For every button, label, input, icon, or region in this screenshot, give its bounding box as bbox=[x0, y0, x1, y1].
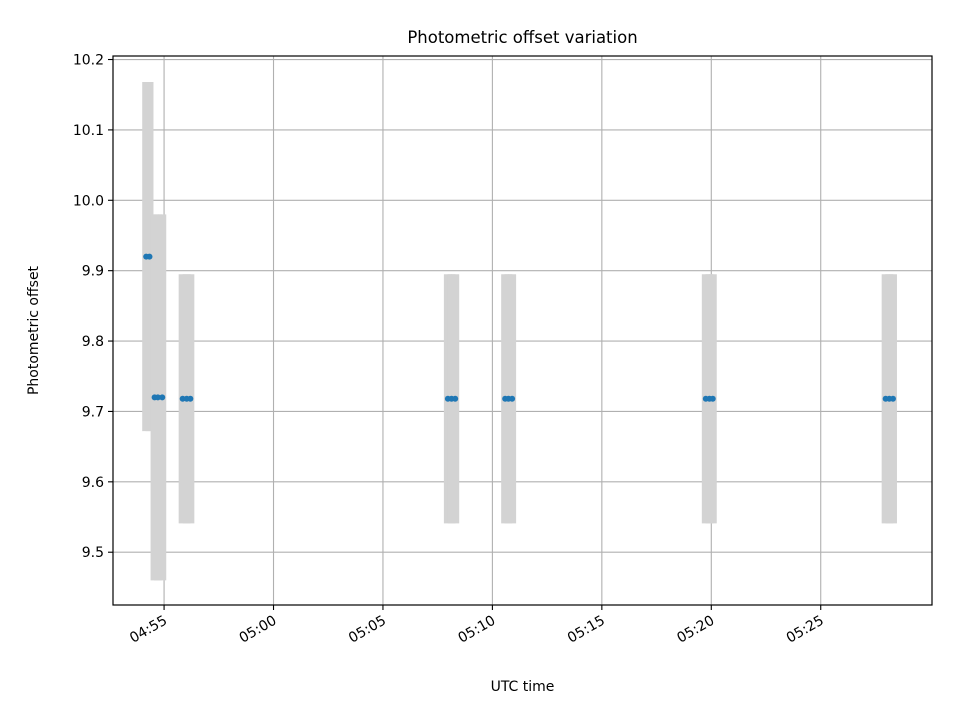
y-tick-label: 9.9 bbox=[82, 264, 104, 280]
y-tick-label: 10.1 bbox=[73, 123, 104, 139]
point-layer bbox=[143, 253, 896, 402]
y-axis-ticks: 9.5 9.6 9.7 9.8 9.9 10.0 10.1 10.2 bbox=[73, 53, 113, 561]
x-axis-label: UTC time bbox=[491, 679, 555, 695]
data-point bbox=[159, 394, 166, 401]
y-tick-label: 10.0 bbox=[73, 193, 104, 209]
grid-layer bbox=[113, 56, 932, 605]
y-tick-label: 9.8 bbox=[82, 334, 104, 350]
data-point bbox=[509, 395, 516, 402]
y-tick-label: 10.2 bbox=[73, 53, 104, 69]
data-point bbox=[709, 395, 716, 402]
y-tick-label: 9.5 bbox=[82, 545, 104, 561]
y-axis-label: Photometric offset bbox=[26, 265, 42, 395]
plot-frame bbox=[112, 55, 933, 606]
y-tick-label: 9.6 bbox=[82, 475, 104, 491]
data-point bbox=[187, 395, 194, 402]
data-point bbox=[154, 394, 161, 401]
chart-title: Photometric offset variation bbox=[407, 28, 637, 47]
data-point bbox=[452, 395, 459, 402]
data-point bbox=[889, 395, 896, 402]
data-point bbox=[146, 253, 153, 260]
y-tick-label: 9.7 bbox=[82, 404, 104, 420]
